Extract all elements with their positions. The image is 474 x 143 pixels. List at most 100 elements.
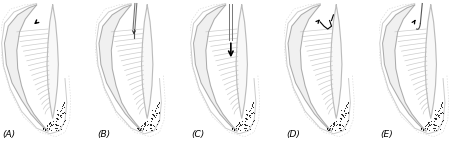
Point xyxy=(438,106,446,108)
Point xyxy=(330,123,338,125)
Point xyxy=(155,101,163,103)
Point xyxy=(51,123,59,125)
Point xyxy=(430,122,438,125)
Point xyxy=(336,124,344,126)
Point xyxy=(53,124,60,126)
Point xyxy=(435,116,442,118)
Point xyxy=(241,124,248,126)
Point xyxy=(335,123,343,125)
Point xyxy=(245,114,253,116)
Point xyxy=(52,127,59,129)
Point xyxy=(149,112,157,115)
Point xyxy=(44,124,51,126)
Point xyxy=(437,105,444,107)
Polygon shape xyxy=(142,5,153,118)
Point xyxy=(241,129,249,131)
Point xyxy=(138,124,146,126)
Point xyxy=(428,123,435,125)
Point xyxy=(49,120,56,123)
Point xyxy=(146,127,154,129)
Point xyxy=(344,102,351,105)
Point xyxy=(237,124,245,126)
Point xyxy=(147,129,155,131)
Point xyxy=(46,123,53,125)
Point xyxy=(54,118,62,120)
Point xyxy=(243,109,250,112)
Point xyxy=(433,112,440,115)
Point xyxy=(431,124,439,126)
Point xyxy=(148,118,155,120)
Point xyxy=(154,104,161,107)
Point xyxy=(141,121,148,124)
Point xyxy=(336,120,344,122)
Point xyxy=(155,119,163,121)
Point xyxy=(148,117,155,119)
Point xyxy=(250,101,257,103)
Point xyxy=(324,129,332,131)
Point xyxy=(39,127,47,129)
Text: (C): (C) xyxy=(191,130,205,139)
Point xyxy=(340,109,348,111)
Point xyxy=(249,120,256,122)
Point xyxy=(437,112,445,114)
Point xyxy=(330,121,337,124)
Point xyxy=(56,124,64,127)
Point xyxy=(152,128,160,130)
Point xyxy=(147,124,155,126)
Point xyxy=(323,127,330,129)
Point xyxy=(58,112,65,114)
Point xyxy=(439,112,447,114)
Point xyxy=(59,112,67,114)
Point xyxy=(325,129,333,131)
Point xyxy=(431,117,439,119)
Point xyxy=(341,128,349,130)
Point xyxy=(52,129,60,131)
Point xyxy=(423,128,430,130)
Point xyxy=(330,124,338,126)
Point xyxy=(146,123,154,125)
Point xyxy=(332,120,340,123)
Point xyxy=(137,125,145,127)
Point xyxy=(155,112,163,114)
Point xyxy=(59,103,67,105)
Point xyxy=(435,110,442,112)
Point xyxy=(234,127,242,129)
Point xyxy=(337,118,345,120)
Text: (B): (B) xyxy=(97,130,110,139)
Point xyxy=(55,124,62,126)
Point xyxy=(339,124,347,127)
Point xyxy=(421,127,428,129)
Point xyxy=(432,117,439,119)
Point xyxy=(140,125,148,127)
Point xyxy=(232,127,239,129)
Point xyxy=(425,121,432,124)
Point xyxy=(337,129,345,131)
Point xyxy=(336,122,344,125)
Point xyxy=(329,125,337,127)
Point xyxy=(345,119,352,121)
Point xyxy=(245,124,253,127)
Point xyxy=(142,129,149,131)
Point xyxy=(147,117,155,119)
Point xyxy=(431,113,439,116)
Point xyxy=(323,128,331,130)
Point xyxy=(249,106,256,108)
Point xyxy=(151,115,158,118)
Point xyxy=(344,106,351,108)
Point xyxy=(52,117,60,120)
Point xyxy=(154,112,161,114)
Point xyxy=(55,114,62,116)
Point xyxy=(241,117,249,120)
Point xyxy=(42,128,49,130)
Point xyxy=(248,112,255,114)
Point xyxy=(425,123,433,125)
Point xyxy=(47,124,55,126)
Point xyxy=(134,127,141,129)
Point xyxy=(343,103,350,105)
Point xyxy=(243,129,250,131)
Point xyxy=(341,107,349,109)
Point xyxy=(431,124,438,126)
Polygon shape xyxy=(236,5,247,118)
Point xyxy=(242,117,250,119)
Text: (A): (A) xyxy=(2,130,16,139)
